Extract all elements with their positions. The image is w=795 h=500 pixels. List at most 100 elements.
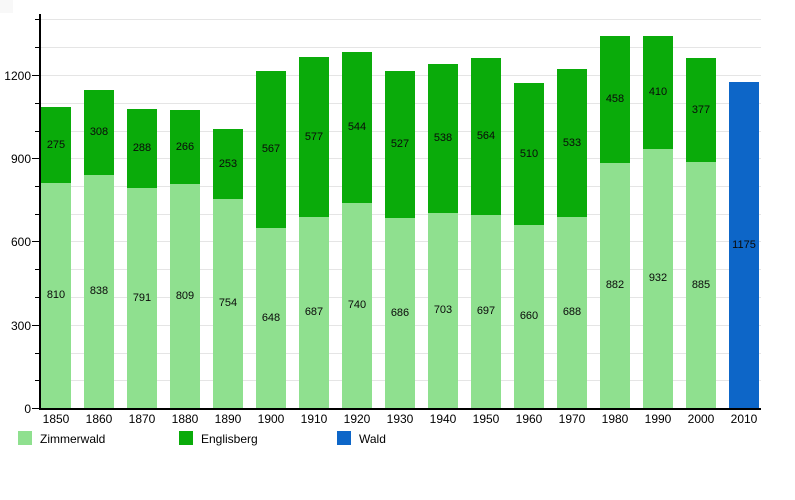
bar-value-label: 564 [476, 130, 496, 142]
bar-segment-englisberg-1930: 527 [385, 71, 415, 218]
bar-segment-zimmerwald-1960: 660 [514, 225, 544, 408]
y-tick-label: 300 [10, 319, 31, 333]
bar-value-label: 838 [89, 285, 109, 297]
y-axis-line [39, 14, 41, 409]
bar-segment-englisberg-1950: 564 [471, 58, 501, 215]
bar-value-label: 809 [175, 289, 195, 302]
gridline-1300 [41, 47, 761, 48]
bar-segment-wald-2010: 1175 [729, 82, 759, 408]
bar-value-label: 458 [605, 93, 625, 105]
bar-segment-zimmerwald-1970: 688 [557, 217, 587, 408]
corner-artifact [0, 0, 13, 13]
bar-segment-zimmerwald-1880: 809 [170, 184, 200, 408]
bar-segment-zimmerwald-1850: 810 [41, 183, 71, 408]
bar-segment-zimmerwald-1910: 687 [299, 217, 329, 408]
bar-segment-zimmerwald-1860: 838 [84, 175, 114, 408]
gridline-1400 [41, 19, 761, 20]
bar-value-label: 740 [347, 299, 367, 311]
bar-value-label: 688 [562, 306, 582, 318]
y-tick-300 [32, 325, 39, 326]
x-axis-label-1950: 1950 [472, 412, 500, 426]
bar-value-label: 932 [648, 272, 668, 284]
bar-value-label: 660 [519, 310, 539, 322]
bar-value-label: 544 [347, 121, 367, 133]
y-tick-1400 [35, 19, 39, 20]
bar-segment-englisberg-1940: 538 [428, 64, 458, 213]
y-tick-1200 [32, 75, 39, 76]
x-axis-label-2000: 2000 [687, 412, 715, 426]
x-axis-label-1890: 1890 [214, 412, 242, 426]
bar-value-label: 648 [261, 311, 281, 324]
legend-swatch-englisberg [179, 431, 193, 445]
y-tick-400 [35, 297, 39, 298]
y-tick-600 [32, 241, 39, 242]
bar-value-label: 410 [648, 86, 668, 98]
x-axis-label-1850: 1850 [42, 412, 70, 426]
y-tick-1000 [35, 131, 39, 132]
bar-segment-englisberg-1850: 275 [41, 107, 71, 183]
bar-value-label: 703 [433, 304, 453, 316]
bar-segment-zimmerwald-1920: 740 [342, 203, 372, 408]
bar-value-label: 533 [562, 136, 582, 149]
bar-segment-zimmerwald-1990: 932 [643, 149, 673, 408]
bar-segment-zimmerwald-2000: 885 [686, 162, 716, 408]
bar-segment-zimmerwald-1930: 686 [385, 218, 415, 408]
x-axis-label-1870: 1870 [128, 412, 156, 426]
bar-segment-englisberg-1890: 253 [213, 129, 243, 199]
y-tick-200 [35, 353, 39, 354]
x-axis-label-1940: 1940 [429, 412, 457, 426]
x-axis-label-1860: 1860 [85, 412, 113, 426]
bar-value-label: 275 [46, 138, 66, 151]
legend-label: Englisberg [201, 432, 258, 446]
legend-swatch-zimmerwald [18, 431, 32, 445]
bar-segment-zimmerwald-1870: 791 [127, 188, 157, 408]
x-axis-label-1910: 1910 [300, 412, 328, 426]
x-axis-label-1970: 1970 [558, 412, 586, 426]
x-axis-label-1960: 1960 [515, 412, 543, 426]
y-tick-1300 [35, 47, 39, 48]
bar-value-label: 510 [519, 147, 539, 160]
bar-segment-englisberg-1990: 410 [643, 36, 673, 149]
bar-value-label: 791 [132, 291, 152, 304]
bar-value-label: 527 [390, 138, 410, 150]
x-axis-label-1980: 1980 [601, 412, 629, 426]
bar-segment-englisberg-1920: 544 [342, 52, 372, 203]
y-tick-700 [35, 214, 39, 215]
x-axis-line [39, 408, 761, 410]
y-tick-label: 900 [10, 152, 31, 166]
bar-value-label: 687 [304, 306, 324, 318]
bar-value-label: 538 [433, 132, 453, 144]
y-tick-0 [32, 408, 39, 409]
bar-segment-englisberg-1980: 458 [600, 36, 630, 163]
bar-value-label: 253 [218, 157, 238, 170]
bar-value-label: 377 [691, 103, 711, 116]
y-tick-label: 600 [10, 235, 31, 249]
bar-value-label: 686 [390, 306, 410, 319]
bar-value-label: 810 [46, 289, 66, 301]
bar-segment-englisberg-1880: 266 [170, 110, 200, 184]
bar-segment-englisberg-1900: 567 [256, 71, 286, 228]
x-axis-label-1990: 1990 [644, 412, 672, 426]
bar-segment-zimmerwald-1940: 703 [428, 213, 458, 408]
x-axis-label-1920: 1920 [343, 412, 371, 426]
bar-value-label: 754 [218, 297, 238, 309]
legend-swatch-wald [337, 431, 351, 445]
bar-segment-englisberg-1960: 510 [514, 83, 544, 225]
bar-segment-englisberg-1860: 308 [84, 90, 114, 175]
y-tick-900 [32, 158, 39, 159]
bar-segment-zimmerwald-1980: 882 [600, 163, 630, 408]
x-axis-label-1900: 1900 [257, 412, 285, 426]
bar-value-label: 697 [476, 305, 496, 317]
bar-value-label: 288 [132, 142, 152, 154]
x-axis-label-1880: 1880 [171, 412, 199, 426]
bar-segment-zimmerwald-1950: 697 [471, 215, 501, 408]
bar-value-label: 308 [89, 126, 109, 138]
y-tick-label: 1200 [4, 69, 31, 83]
bar-segment-englisberg-1910: 577 [299, 57, 329, 217]
bar-value-label: 885 [691, 278, 711, 291]
y-tick-100 [35, 380, 39, 381]
bar-value-label: 882 [605, 279, 625, 291]
legend-label: Zimmerwald [40, 432, 106, 446]
legend-label: Wald [359, 432, 386, 446]
